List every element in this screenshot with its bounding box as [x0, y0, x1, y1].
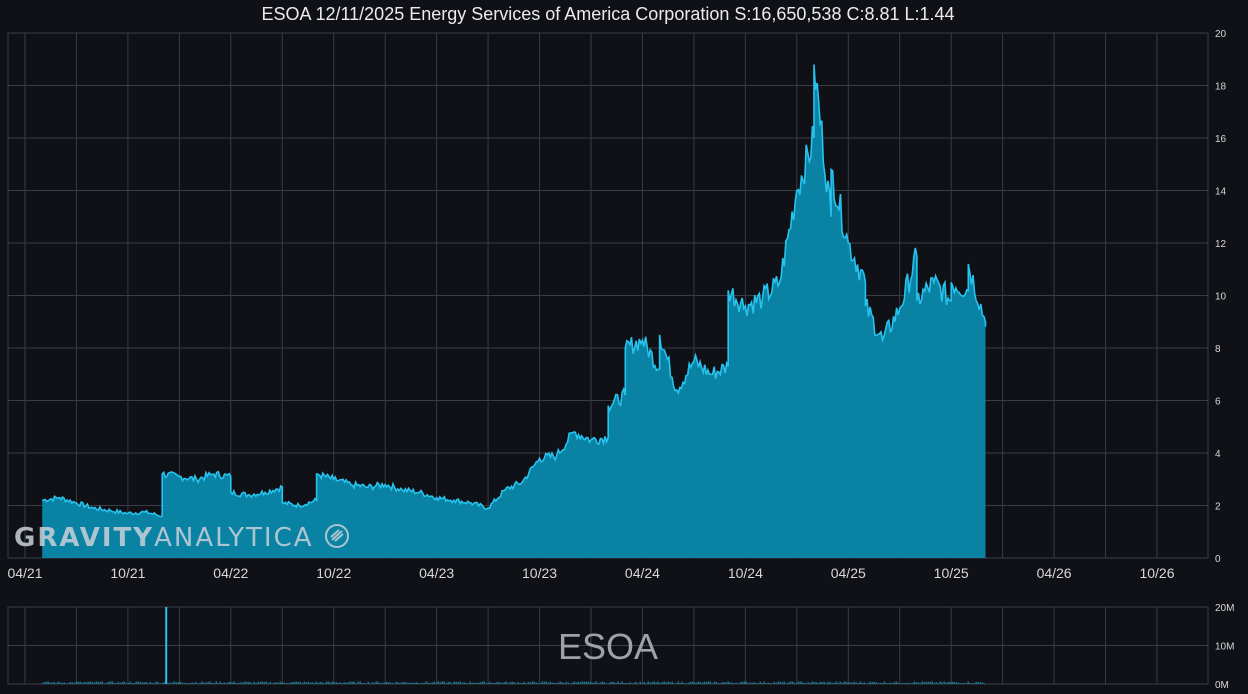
x-axis: 04/21 10/21 04/22 10/22 04/23 10/23 04/24 10/24…	[7, 565, 1174, 581]
x-tick-label: 10/25	[934, 565, 969, 581]
price-area	[42, 64, 987, 558]
x-tick-label: 04/24	[625, 565, 660, 581]
y-tick-label: 16	[1215, 134, 1227, 145]
y-tick-label: 10	[1215, 292, 1227, 303]
chart-title: ESOA 12/11/2025 Energy Services of Ameri…	[261, 4, 955, 24]
y-tick-label: 4	[1215, 449, 1221, 460]
price-area-fill	[42, 64, 986, 558]
volume-bars	[41, 607, 985, 684]
y-tick-label: 0	[1215, 554, 1221, 565]
x-tick-label: 10/22	[316, 565, 351, 581]
main-grid	[7, 32, 1209, 559]
y-tick-label: 12	[1215, 239, 1227, 250]
x-tick-label: 04/23	[419, 565, 454, 581]
volume-y-tick-label: 20M	[1215, 603, 1234, 614]
volume-y-axis: 0M 10M 20M	[1215, 603, 1234, 691]
x-tick-label: 10/21	[110, 565, 145, 581]
watermark-light: ANALYTICA	[154, 523, 314, 553]
x-tick-label: 10/23	[522, 565, 557, 581]
watermark-bold: GRAVITY	[14, 523, 155, 553]
volume-ticker-label: ESOA	[557, 626, 659, 667]
y-tick-label: 14	[1215, 187, 1227, 198]
y-tick-label: 20	[1215, 29, 1227, 40]
volume-y-tick-label: 0M	[1215, 680, 1229, 691]
price-line	[42, 64, 987, 518]
x-tick-label: 04/21	[7, 565, 42, 581]
y-axis: 0 2 4 6 8 10 12 14 16 18 20	[1215, 29, 1227, 565]
watermark-logo: GRAVITYANALYTICA	[14, 523, 350, 553]
y-tick-label: 18	[1215, 82, 1227, 93]
x-tick-label: 10/24	[728, 565, 763, 581]
rocket-icon	[324, 524, 349, 548]
x-tick-label: 04/22	[213, 565, 248, 581]
y-tick-label: 6	[1215, 397, 1221, 408]
x-tick-label: 10/26	[1139, 565, 1174, 581]
y-tick-label: 8	[1215, 344, 1221, 355]
volume-y-tick-label: 10M	[1215, 642, 1234, 653]
y-tick-label: 2	[1215, 502, 1221, 513]
x-tick-label: 04/25	[831, 565, 866, 581]
x-tick-label: 04/26	[1037, 565, 1072, 581]
